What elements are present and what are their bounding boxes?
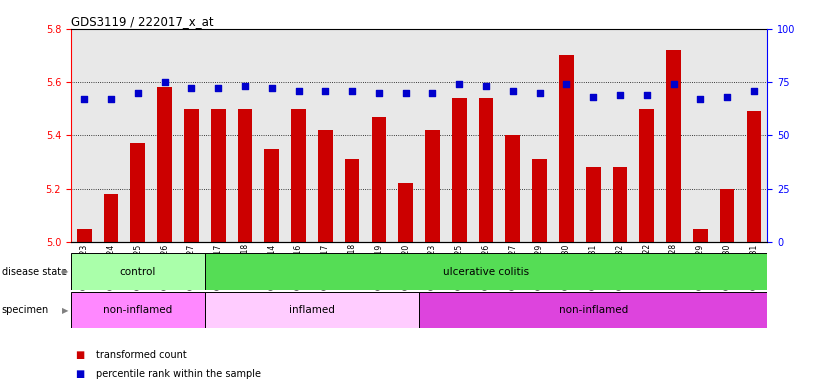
Bar	[452, 98, 467, 242]
Point	[613, 92, 626, 98]
Text: non-inflamed: non-inflamed	[559, 305, 628, 315]
Bar	[130, 143, 145, 242]
Bar	[238, 109, 253, 242]
Point	[640, 92, 653, 98]
Point	[426, 90, 440, 96]
Bar	[505, 135, 520, 242]
Point	[747, 88, 761, 94]
Text: ■: ■	[75, 350, 84, 360]
Text: ulcerative colitis: ulcerative colitis	[443, 266, 529, 277]
Bar	[532, 159, 547, 242]
Bar	[318, 130, 333, 242]
Point	[239, 83, 252, 89]
Bar	[693, 228, 708, 242]
Point	[694, 96, 707, 102]
Bar	[344, 159, 359, 242]
Point	[185, 85, 198, 91]
Bar	[585, 167, 600, 242]
Text: ▶: ▶	[62, 267, 68, 276]
Bar	[211, 109, 225, 242]
Point	[372, 90, 385, 96]
Point	[560, 81, 573, 87]
Bar	[613, 167, 627, 242]
Point	[586, 94, 600, 100]
Bar	[559, 55, 574, 242]
Point	[158, 79, 171, 85]
Bar	[71, 292, 205, 328]
Text: GDS3119 / 222017_x_at: GDS3119 / 222017_x_at	[71, 15, 214, 28]
Bar	[419, 292, 767, 328]
Point	[399, 90, 412, 96]
Point	[104, 96, 118, 102]
Text: ■: ■	[75, 369, 84, 379]
Point	[453, 81, 466, 87]
Text: inflamed: inflamed	[289, 305, 335, 315]
Bar	[103, 194, 118, 242]
Point	[506, 88, 520, 94]
Bar	[158, 88, 172, 242]
Point	[292, 88, 305, 94]
Point	[721, 94, 734, 100]
Bar	[205, 253, 767, 290]
Bar	[291, 109, 306, 242]
Point	[480, 83, 493, 89]
Bar	[77, 228, 92, 242]
Bar	[425, 130, 440, 242]
Bar	[666, 50, 681, 242]
Bar	[479, 98, 494, 242]
Point	[212, 85, 225, 91]
Text: disease state: disease state	[2, 267, 67, 277]
Bar	[71, 253, 205, 290]
Bar	[264, 149, 279, 242]
Text: ▶: ▶	[62, 306, 68, 315]
Point	[533, 90, 546, 96]
Bar	[720, 189, 735, 242]
Bar	[640, 109, 654, 242]
Point	[265, 85, 279, 91]
Text: transformed count: transformed count	[96, 350, 187, 360]
Bar	[205, 292, 420, 328]
Point	[345, 88, 359, 94]
Bar	[184, 109, 198, 242]
Point	[667, 81, 681, 87]
Point	[319, 88, 332, 94]
Text: specimen: specimen	[2, 305, 49, 315]
Bar	[399, 183, 413, 242]
Text: control: control	[119, 266, 156, 277]
Text: non-inflamed: non-inflamed	[103, 305, 173, 315]
Text: percentile rank within the sample: percentile rank within the sample	[96, 369, 261, 379]
Point	[131, 90, 144, 96]
Bar	[371, 117, 386, 242]
Bar	[746, 111, 761, 242]
Point	[78, 96, 91, 102]
